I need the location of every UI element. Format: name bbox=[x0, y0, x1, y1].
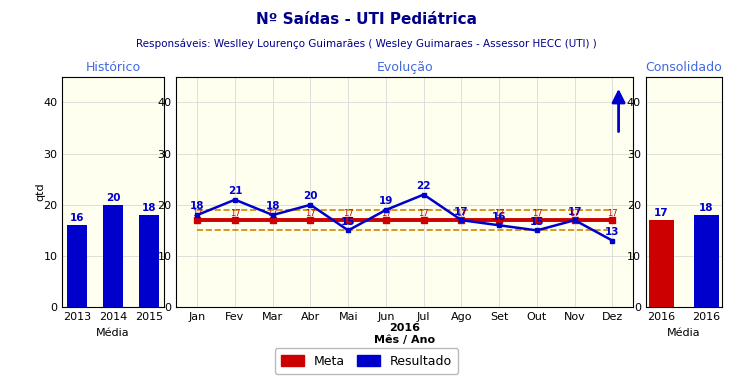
Text: 21: 21 bbox=[228, 186, 242, 196]
Text: 17: 17 bbox=[531, 209, 542, 218]
Text: 17: 17 bbox=[229, 209, 240, 218]
Text: 19: 19 bbox=[379, 196, 393, 206]
Text: 17: 17 bbox=[494, 209, 504, 218]
Text: Responsáveis: Weslley Lourenço Guimarães ( Wesley Guimaraes - Assessor HECC (UTI: Responsáveis: Weslley Lourenço Guimarães… bbox=[136, 38, 597, 49]
X-axis label: Média: Média bbox=[667, 328, 701, 338]
Text: Nº Saídas - UTI Pediátrica: Nº Saídas - UTI Pediátrica bbox=[256, 12, 477, 26]
Bar bbox=[694, 215, 718, 307]
Title: Evolução: Evolução bbox=[377, 61, 433, 74]
Text: 17: 17 bbox=[607, 209, 618, 218]
Text: 17: 17 bbox=[454, 207, 469, 217]
Text: 17: 17 bbox=[268, 209, 278, 218]
Text: 17: 17 bbox=[567, 207, 582, 217]
Text: 20: 20 bbox=[303, 191, 317, 201]
Text: 18: 18 bbox=[190, 202, 205, 212]
Text: 17: 17 bbox=[343, 209, 353, 218]
Text: 13: 13 bbox=[605, 227, 619, 237]
X-axis label: Média: Média bbox=[96, 328, 130, 338]
Title: Consolidado: Consolidado bbox=[646, 61, 722, 74]
Bar bbox=[139, 215, 159, 307]
Text: 17: 17 bbox=[570, 209, 580, 218]
Text: 18: 18 bbox=[699, 203, 713, 213]
Text: 17: 17 bbox=[419, 209, 429, 218]
Text: 18: 18 bbox=[265, 202, 280, 212]
Text: 17: 17 bbox=[456, 209, 467, 218]
Bar bbox=[649, 220, 674, 307]
Text: 16: 16 bbox=[70, 213, 84, 223]
Text: 22: 22 bbox=[416, 181, 431, 191]
Text: 17: 17 bbox=[655, 208, 669, 218]
Text: 15: 15 bbox=[530, 217, 544, 227]
Text: 20: 20 bbox=[106, 193, 120, 203]
Bar bbox=[103, 205, 123, 307]
Text: 17: 17 bbox=[380, 209, 391, 218]
Text: 18: 18 bbox=[142, 203, 156, 213]
Bar bbox=[67, 225, 86, 307]
Y-axis label: qtd: qtd bbox=[35, 183, 45, 201]
Text: 16: 16 bbox=[492, 212, 507, 222]
Text: 17: 17 bbox=[192, 209, 202, 218]
Text: 17: 17 bbox=[305, 209, 316, 218]
Legend: Meta, Resultado: Meta, Resultado bbox=[275, 348, 458, 374]
Text: 15: 15 bbox=[341, 217, 356, 227]
X-axis label: 2016
Mês / Ano: 2016 Mês / Ano bbox=[375, 323, 435, 345]
Title: Histórico: Histórico bbox=[86, 61, 141, 74]
